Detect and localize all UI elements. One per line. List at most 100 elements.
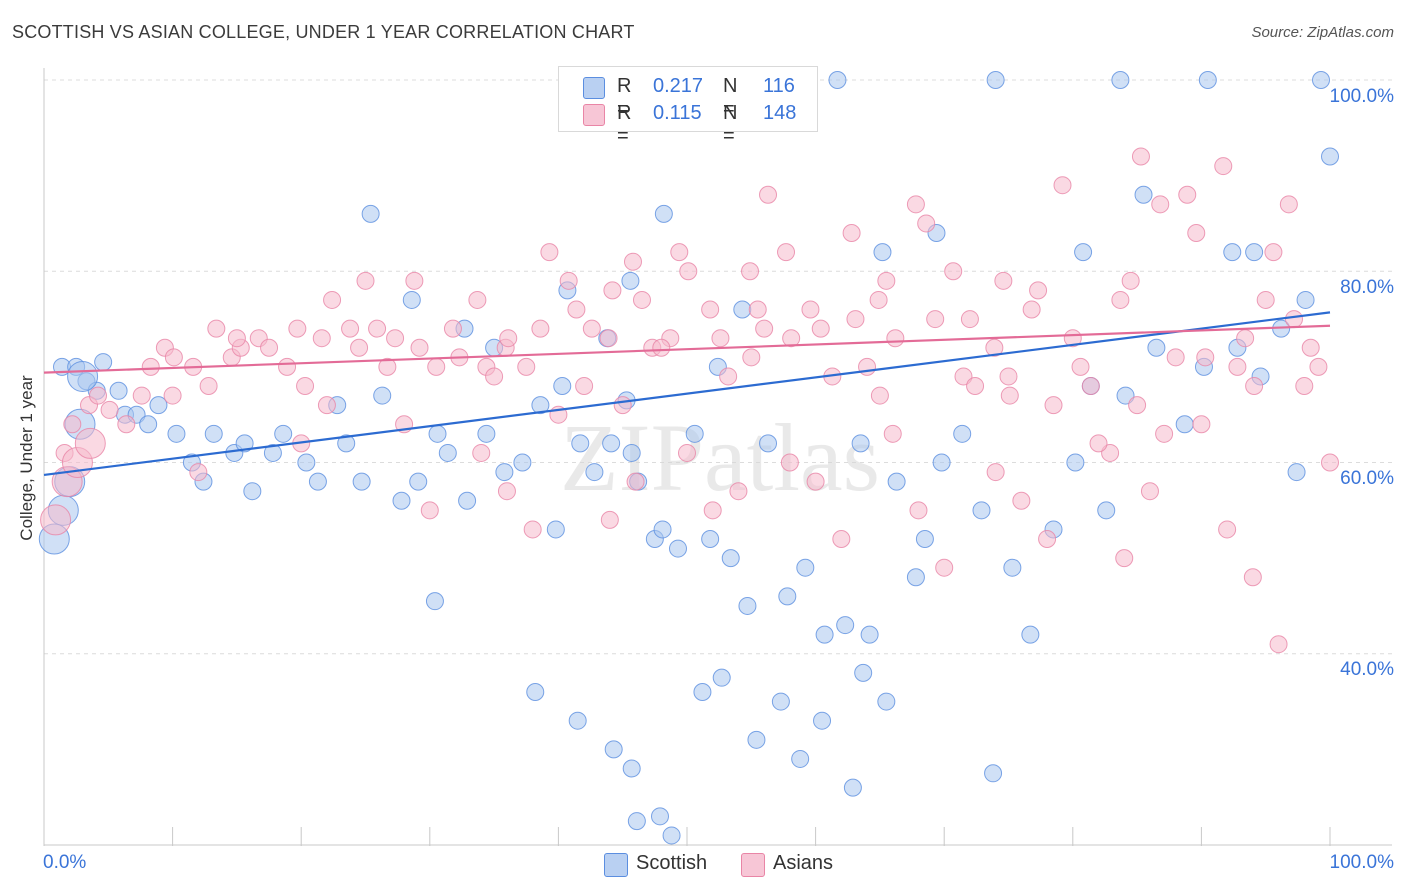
asians-point [1187, 224, 1206, 242]
asians-point [842, 224, 861, 242]
asians-point [626, 472, 645, 491]
asians-point [132, 386, 151, 405]
scottish-point [778, 587, 797, 606]
asians-point [531, 319, 550, 338]
asians-point [350, 338, 369, 357]
asians-point [1128, 396, 1147, 415]
scottish-point [373, 386, 392, 405]
asians-point [944, 262, 963, 281]
scottish-point [425, 592, 444, 611]
asians-point [613, 396, 632, 415]
scottish-point [361, 204, 380, 223]
asians-point [410, 338, 429, 357]
r-value: 0.217 [653, 75, 704, 97]
asians-point [323, 290, 342, 309]
scottish-point [953, 424, 972, 443]
asians-point [1214, 157, 1233, 176]
x-tick-left: 0.0% [43, 852, 87, 873]
scottish-point [402, 290, 421, 309]
asians-point [1309, 357, 1328, 376]
scottish-point [149, 396, 168, 415]
asians-point [356, 271, 375, 290]
asians-point [288, 319, 307, 338]
scottish-point [1198, 71, 1217, 89]
asians-point [801, 300, 820, 319]
asians-point [1295, 377, 1314, 395]
asians-point [207, 319, 226, 338]
asians-point [89, 386, 108, 405]
asians-point [443, 319, 462, 338]
scottish-point [854, 663, 873, 682]
asians-point [199, 377, 218, 395]
scottish-point [621, 271, 640, 290]
asians-point [1071, 357, 1090, 376]
scottish-point [796, 558, 815, 577]
scottish-point [602, 434, 621, 453]
asians-point [427, 357, 446, 376]
asians-point [227, 329, 246, 348]
trend-lines [43, 311, 1331, 477]
asians-point [906, 195, 925, 214]
asians-point [100, 400, 119, 419]
asians-point [499, 329, 518, 348]
scottish-point [1147, 338, 1166, 357]
asians-point [317, 396, 336, 415]
scottish-point [568, 711, 587, 730]
asians-point [517, 357, 536, 376]
asians-point [1196, 348, 1215, 367]
n-value: 148 [763, 102, 797, 124]
scottish-point [733, 300, 752, 319]
scottish-point [1066, 453, 1085, 472]
y-tick-100: 100.0% [1329, 86, 1394, 107]
scottish-point [851, 434, 870, 453]
asians-point [567, 300, 586, 319]
asians-point [832, 530, 851, 548]
asians-point [141, 357, 160, 376]
scottish-point [662, 826, 681, 845]
asians-point [378, 357, 397, 376]
scottish-legend-swatch [604, 853, 628, 877]
scottish-point [813, 711, 832, 730]
asians-point [497, 482, 516, 501]
asians-point [163, 386, 182, 405]
legend-label: Asians [773, 852, 834, 874]
asians-point [1081, 377, 1100, 395]
scottish-point [274, 424, 293, 443]
r-value: 0.115 [653, 102, 702, 124]
scottish-point [873, 243, 892, 262]
n-label: N = [723, 75, 738, 120]
chart-title: SCOTTISH VS ASIAN COLLEGE, UNDER 1 YEAR … [12, 22, 635, 42]
scottish-point [546, 520, 565, 539]
asians-point [703, 501, 722, 520]
asians-point [485, 367, 504, 386]
asians-point [883, 424, 902, 443]
scottish-point [877, 692, 896, 711]
scottish-point [986, 71, 1005, 89]
legend-label: Scottish [636, 852, 708, 874]
asians-point [719, 367, 738, 386]
asians-point [652, 338, 671, 357]
asians-point [189, 463, 208, 482]
n-label: N = [723, 102, 738, 147]
scottish-point [1175, 415, 1194, 434]
scottish-point [828, 71, 847, 89]
asians-point [468, 290, 487, 309]
asians-point [260, 338, 279, 357]
scottish-point [701, 530, 720, 548]
asians-point [729, 482, 748, 501]
asians-point [858, 357, 877, 376]
asians-point [870, 386, 889, 405]
asians-point [759, 185, 778, 204]
asians-point [777, 243, 796, 262]
scottish-point [653, 520, 672, 539]
watermark: ZIPatlas [560, 404, 880, 511]
asians-point [986, 463, 1005, 482]
scottish-point [693, 683, 712, 701]
asians-point [985, 338, 1004, 357]
chart-source: Source: ZipAtlas.com [1251, 24, 1394, 41]
asians-point [1166, 348, 1185, 367]
asians-point [312, 329, 331, 348]
scottish-point [1003, 558, 1022, 577]
asians-point [960, 310, 979, 329]
asians-point [1178, 185, 1197, 204]
